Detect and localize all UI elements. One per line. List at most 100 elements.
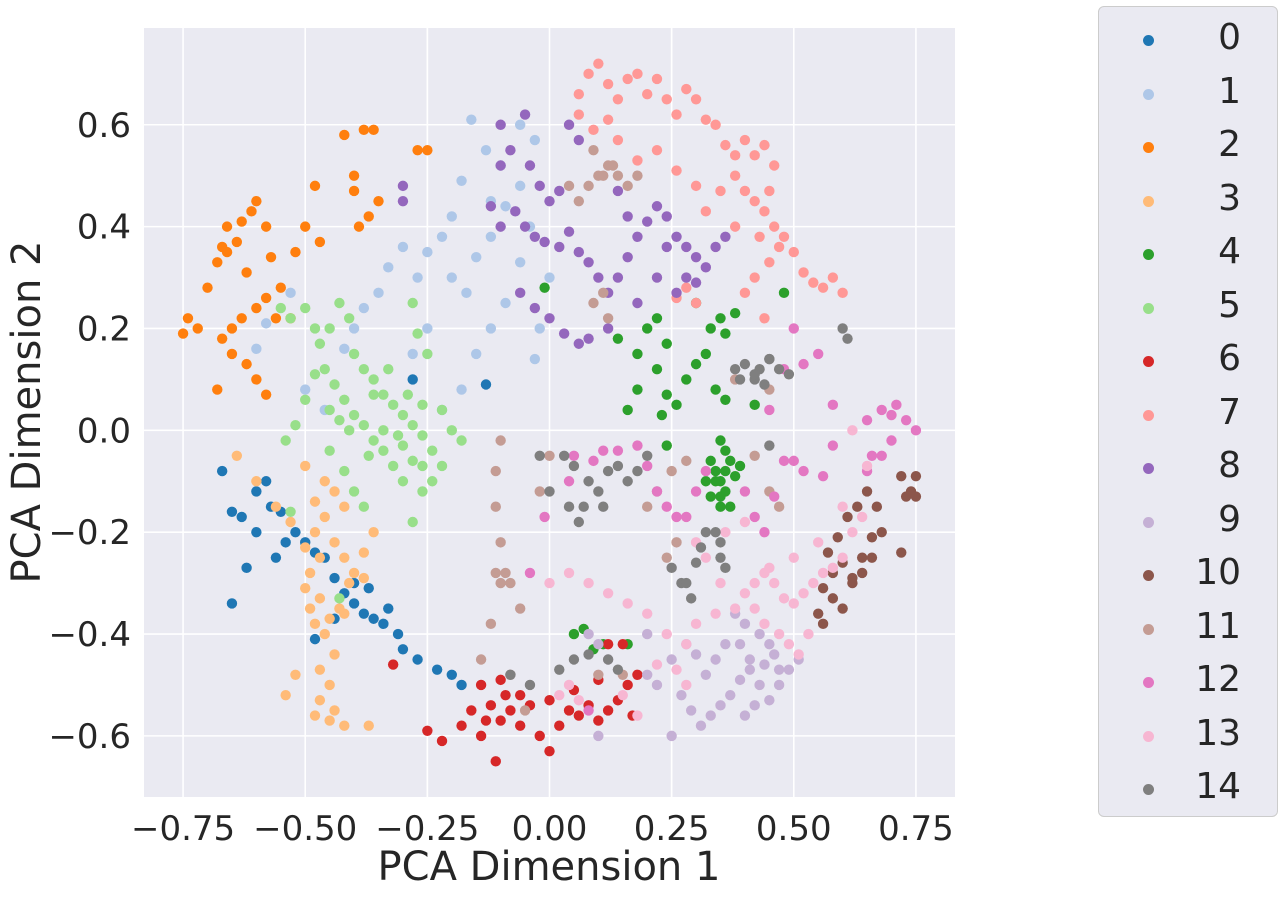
data-point — [622, 211, 633, 222]
data-point — [632, 669, 643, 680]
data-point — [602, 588, 614, 599]
data-point — [773, 664, 785, 675]
data-point — [710, 608, 721, 619]
data-point — [773, 364, 785, 375]
data-point — [671, 109, 682, 120]
data-point — [808, 577, 819, 589]
data-point — [886, 409, 897, 421]
data-point — [260, 389, 272, 400]
data-point — [431, 664, 443, 675]
data-point — [749, 272, 760, 283]
data-point — [817, 282, 829, 293]
data-point — [505, 705, 516, 716]
data-point — [427, 445, 438, 456]
data-point — [612, 94, 624, 105]
y-tick-label: −0.2 — [48, 513, 131, 553]
data-point — [397, 241, 409, 253]
data-point — [656, 409, 668, 421]
data-point — [456, 435, 467, 446]
data-point — [216, 333, 228, 344]
data-point — [593, 730, 604, 742]
data-point — [558, 328, 570, 339]
data-point — [436, 735, 448, 747]
data-point — [837, 287, 848, 299]
data-point — [260, 318, 272, 329]
data-point — [290, 420, 301, 431]
data-point — [690, 251, 702, 263]
series-8 — [397, 109, 731, 349]
data-point — [778, 455, 790, 467]
data-point — [866, 532, 878, 543]
data-point — [593, 486, 604, 497]
data-point — [666, 562, 677, 574]
data-point — [475, 679, 487, 691]
data-point — [788, 455, 799, 467]
data-point — [598, 501, 609, 512]
legend-marker — [1143, 302, 1154, 314]
data-point — [314, 664, 326, 675]
data-point — [847, 526, 858, 538]
data-point — [471, 348, 482, 360]
legend-item: 12 — [1099, 657, 1279, 707]
data-point — [427, 476, 438, 487]
data-point — [563, 180, 575, 192]
data-point — [383, 364, 394, 375]
data-point — [759, 618, 770, 630]
data-point — [715, 491, 726, 502]
data-point — [290, 669, 301, 680]
data-point — [817, 567, 829, 579]
data-point — [852, 501, 863, 512]
data-point — [309, 180, 321, 192]
data-point — [602, 465, 614, 477]
y-tick-label: −0.6 — [48, 717, 131, 757]
data-point — [373, 287, 384, 299]
data-point — [666, 465, 677, 477]
data-point — [602, 323, 614, 334]
legend-item: 6 — [1099, 336, 1279, 386]
data-point — [813, 348, 824, 360]
data-point — [314, 593, 326, 604]
data-point — [544, 577, 555, 589]
data-point — [446, 669, 457, 680]
data-point — [324, 715, 335, 726]
data-point — [319, 476, 330, 487]
data-point — [744, 654, 756, 665]
data-point — [715, 313, 726, 324]
data-point — [602, 639, 614, 650]
data-point — [866, 450, 878, 461]
data-point — [729, 603, 741, 614]
legend-marker — [1143, 195, 1154, 207]
data-point — [397, 409, 409, 421]
data-point — [280, 435, 291, 446]
data-point — [847, 577, 858, 589]
data-point — [407, 420, 418, 431]
data-point — [558, 450, 570, 461]
data-point — [910, 470, 922, 482]
data-point — [358, 501, 370, 512]
data-point — [642, 460, 653, 472]
data-point — [803, 628, 814, 640]
data-point — [842, 333, 853, 344]
data-point — [632, 384, 643, 395]
data-point — [612, 664, 624, 675]
data-point — [710, 526, 721, 538]
series-11 — [475, 145, 785, 716]
data-point — [583, 68, 594, 80]
data-point — [490, 465, 501, 477]
data-point — [319, 511, 330, 523]
data-point — [725, 689, 736, 701]
data-point — [339, 552, 350, 563]
data-point — [690, 557, 702, 568]
data-point — [681, 577, 692, 589]
data-point — [588, 297, 599, 309]
series-5 — [275, 297, 467, 604]
y-tick-labels: −0.6 −0.4 −0.2 0.0 0.2 0.4 0.6 — [48, 106, 131, 757]
data-point — [324, 613, 335, 624]
legend-marker — [1143, 463, 1154, 474]
data-point — [324, 323, 335, 334]
data-point — [554, 241, 565, 253]
data-point — [446, 211, 457, 222]
legend-label: 5 — [1218, 284, 1241, 326]
data-point — [348, 348, 360, 360]
